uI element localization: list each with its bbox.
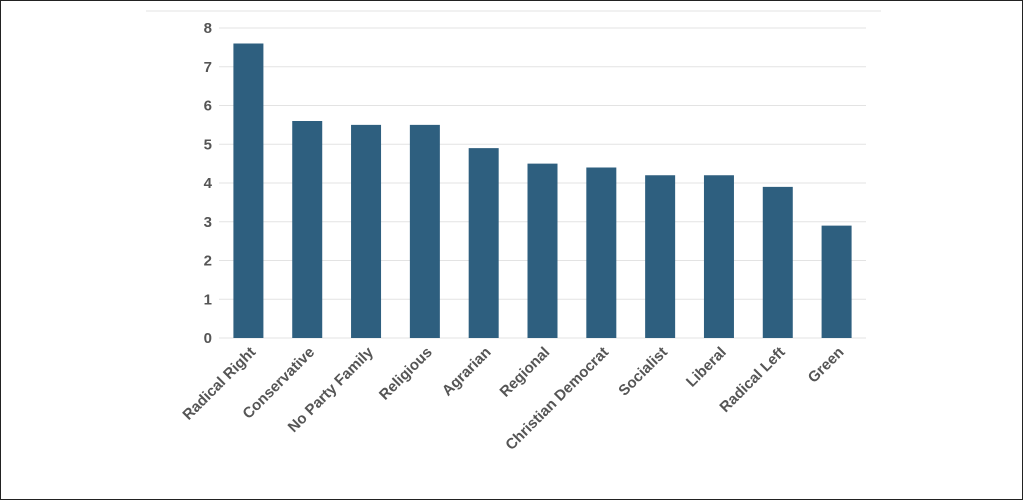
y-tick-label: 3 — [204, 214, 212, 231]
y-tick-label: 5 — [204, 136, 212, 153]
y-tick-label: 4 — [204, 175, 213, 192]
bar-radical-left — [762, 186, 793, 338]
y-axis-ticks: 0 1 2 3 4 5 6 7 8 — [204, 20, 213, 347]
y-tick-label: 0 — [204, 330, 212, 347]
x-category-label: Religious — [376, 344, 436, 404]
x-category-label: Green — [805, 344, 848, 387]
bar-agrarian — [468, 148, 499, 338]
x-category-label: Regional — [497, 344, 554, 401]
bar-religious — [409, 124, 440, 338]
y-tick-label: 7 — [204, 59, 212, 76]
bar-green — [821, 225, 852, 338]
y-tick-label: 2 — [204, 253, 212, 270]
x-category-label: Liberal — [683, 344, 730, 391]
bar-no-party-family — [351, 124, 382, 338]
bar-liberal — [703, 175, 734, 338]
y-tick-label: 1 — [204, 291, 212, 308]
bar-christian-democrat — [586, 167, 617, 338]
bar-regional — [527, 163, 558, 338]
y-tick-label: 8 — [204, 20, 212, 37]
bars — [233, 43, 852, 338]
x-category-label: Socialist — [615, 344, 671, 400]
bar-socialist — [645, 175, 676, 338]
x-category-label: Christian Democrat — [502, 344, 612, 454]
bar-radical-right — [233, 43, 264, 338]
y-tick-label: 6 — [204, 98, 212, 115]
x-category-label: Agrarian — [439, 344, 495, 400]
bar-conservative — [292, 121, 323, 338]
